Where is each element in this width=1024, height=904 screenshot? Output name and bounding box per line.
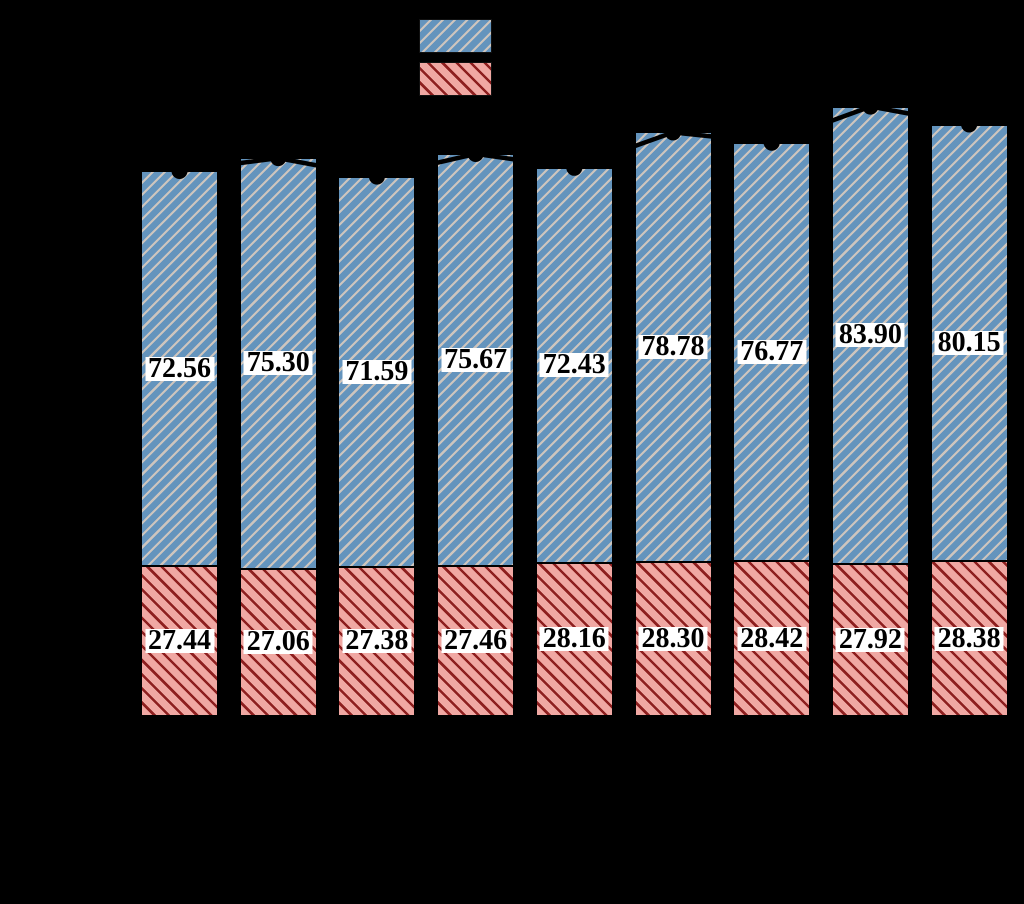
bar-value-label-blue: 72.43 xyxy=(539,351,609,379)
bar-value-label-pink: 28.38 xyxy=(934,624,1004,652)
bar-value-label-blue: 76.77 xyxy=(737,337,807,365)
bar-value-label-pink: 28.16 xyxy=(539,625,609,653)
bar-value-label-blue: 80.15 xyxy=(934,328,1004,356)
bar-value-label-blue: 71.59 xyxy=(342,357,412,385)
bar-value-label-pink: 28.30 xyxy=(638,624,708,652)
legend-swatch-blue-icon xyxy=(419,19,492,53)
bar-value-label-pink: 27.44 xyxy=(145,627,214,655)
bar-value-label-blue: 75.30 xyxy=(243,349,313,377)
bar-value-label-blue: 83.90 xyxy=(835,321,905,349)
bar-value-label-pink: 27.46 xyxy=(441,627,511,655)
bar-value-label-blue: 72.56 xyxy=(145,354,214,382)
legend-swatch-pink-icon xyxy=(419,62,492,96)
bar-value-label-pink: 27.06 xyxy=(243,628,313,656)
bar-value-label-pink: 28.42 xyxy=(737,624,807,652)
bar-value-label-pink: 27.38 xyxy=(342,627,412,655)
bar-value-label-blue: 78.78 xyxy=(638,333,708,361)
bar-value-label-blue: 75.67 xyxy=(441,346,511,374)
bar-value-label-pink: 27.92 xyxy=(835,625,905,653)
